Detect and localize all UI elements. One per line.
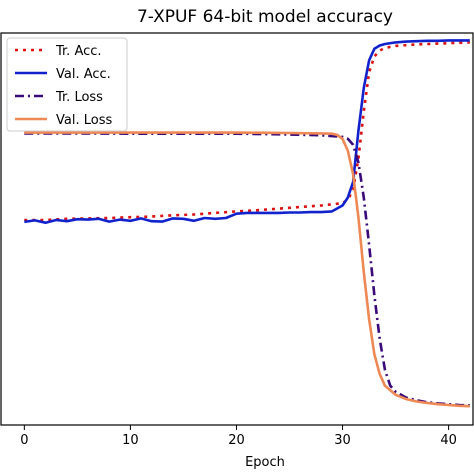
x-axis-label: Epoch xyxy=(245,455,285,470)
legend-box xyxy=(6,37,128,132)
x-tick-label-3: 30 xyxy=(334,433,351,448)
legend-label-0: Tr. Acc. xyxy=(55,44,102,59)
series-layer xyxy=(24,39,470,408)
series-line-2 xyxy=(24,132,470,407)
legend-label-3: Val. Loss xyxy=(56,113,112,128)
x-tick-label-0: 0 xyxy=(20,433,28,448)
series-line-0 xyxy=(24,41,470,222)
series-line-3 xyxy=(24,131,470,408)
x-tick-label-2: 20 xyxy=(228,433,245,448)
x-tick-label-4: 40 xyxy=(440,433,457,448)
legend-label-2: Tr. Loss xyxy=(55,90,103,105)
x-axis-ticks: 0 10 20 30 40 xyxy=(20,425,457,448)
series-line-1 xyxy=(24,39,470,224)
legend: Tr. Acc. Val. Acc. Tr. Loss Val. Loss xyxy=(6,37,128,132)
chart-title: 7-XPUF 64-bit model accuracy xyxy=(137,7,393,27)
plot-frame xyxy=(0,32,474,426)
legend-label-1: Val. Acc. xyxy=(56,67,111,82)
x-tick-label-1: 10 xyxy=(122,433,139,448)
